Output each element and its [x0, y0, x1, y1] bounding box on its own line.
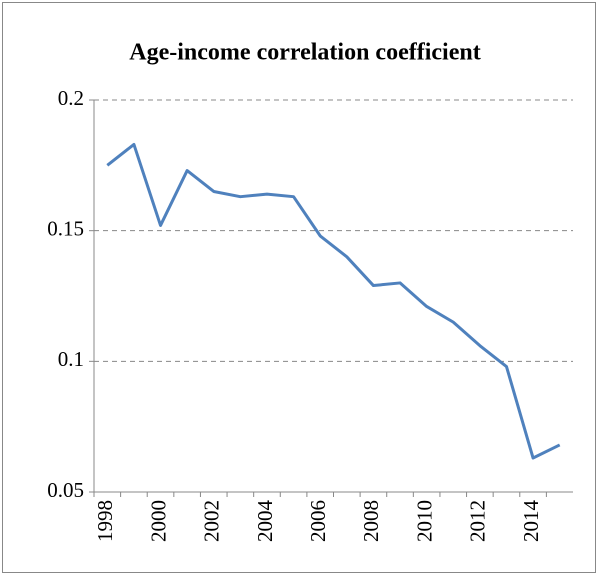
y-tick-label: 0.15: [47, 216, 84, 240]
x-tick-label: 2010: [412, 500, 436, 542]
x-tick-label: 2004: [253, 500, 277, 543]
x-tick-label: 2014: [519, 500, 543, 543]
y-tick-label: 0.2: [58, 86, 84, 110]
y-tick-label: 0.05: [47, 478, 84, 502]
x-tick-label: 2000: [146, 500, 170, 542]
chart-title: Age-income correlation coefficient: [129, 40, 480, 66]
x-tick-label: 2008: [359, 500, 383, 542]
x-tick-label: 2012: [466, 500, 490, 542]
x-tick-label: 1998: [93, 500, 117, 542]
x-tick-label: 2006: [306, 500, 330, 542]
chart-border: [2, 2, 596, 573]
x-tick-label: 2002: [200, 500, 224, 542]
line-series: [106, 142, 561, 460]
y-tick-label: 0.1: [58, 347, 84, 371]
